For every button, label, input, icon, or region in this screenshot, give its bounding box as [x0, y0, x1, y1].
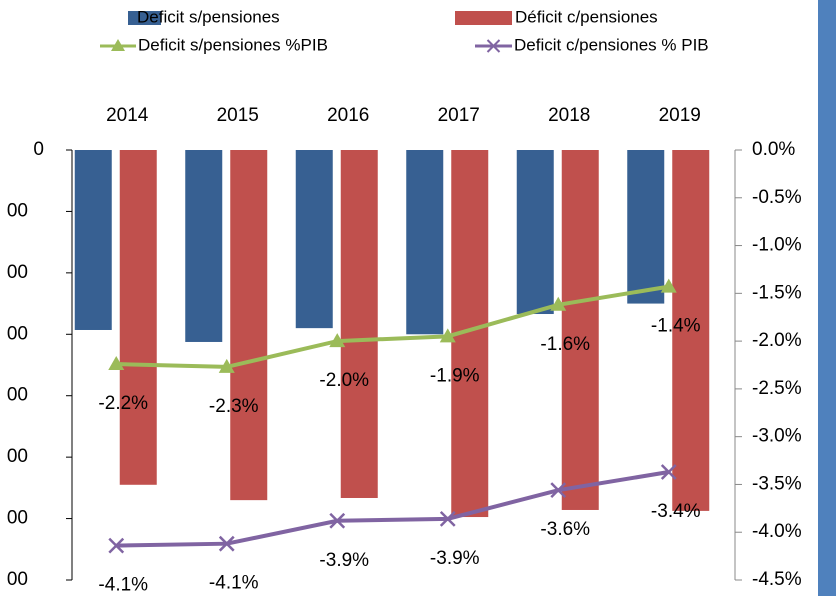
y-tick-label: 00	[7, 569, 28, 590]
bar	[119, 150, 157, 485]
y-tick-label: 00	[7, 262, 28, 283]
bar	[516, 150, 554, 315]
y2-tick-label: -4.0%	[752, 521, 802, 542]
marker	[108, 356, 125, 371]
data-label: -3.6%	[540, 519, 590, 540]
x-tick-label: 2016	[327, 105, 369, 126]
x-tick-label: 2018	[548, 105, 590, 126]
x-tick-label: 2014	[106, 105, 149, 126]
legend-label: Deficit s/pensiones %PIB	[138, 35, 328, 54]
bar	[295, 150, 333, 329]
marker	[329, 512, 346, 529]
y-tick-label: 00	[7, 508, 28, 529]
bar	[672, 150, 710, 511]
y2-tick-label: -2.5%	[752, 378, 802, 399]
data-label: -2.3%	[209, 396, 259, 417]
x-tick-label: 2017	[438, 105, 480, 126]
y2-tick-label: 0.0%	[752, 139, 795, 160]
y2-tick-label: -1.0%	[752, 235, 802, 256]
legend-swatch	[128, 11, 161, 25]
marker	[660, 464, 677, 480]
line	[116, 470, 670, 548]
marker	[550, 296, 567, 311]
marker	[660, 278, 677, 293]
side-strip	[818, 0, 836, 596]
bar	[627, 150, 665, 304]
data-label: -4.1%	[98, 575, 148, 596]
x-tick-label: 2015	[217, 105, 259, 126]
y2-tick-label: -0.5%	[752, 187, 802, 208]
data-label: -4.1%	[209, 573, 259, 594]
y2-tick-label: -4.5%	[752, 569, 802, 590]
x-tick-label: 2019	[659, 105, 701, 126]
bar	[406, 150, 444, 335]
y-tick-label: 00	[7, 200, 28, 221]
y2-tick-label: -3.5%	[752, 473, 802, 494]
data-label: -3.4%	[651, 501, 701, 522]
bar	[74, 150, 112, 330]
data-label: -1.4%	[651, 316, 701, 337]
marker	[108, 537, 125, 554]
data-label: -2.0%	[319, 370, 369, 391]
marker	[329, 333, 346, 348]
y2-tick-label: -3.0%	[752, 426, 802, 447]
marker	[218, 358, 235, 373]
line	[116, 284, 670, 369]
marker	[550, 482, 567, 499]
y2-tick-label: -1.5%	[752, 282, 802, 303]
legend-marker	[111, 39, 125, 51]
bar	[340, 150, 378, 498]
y-tick-label: 00	[7, 323, 28, 344]
y-tick-label: 0	[33, 139, 44, 160]
bar	[230, 150, 268, 501]
y-tick-label: 00	[7, 446, 28, 467]
bar	[561, 150, 599, 510]
data-label: -1.6%	[540, 334, 590, 355]
data-label: -3.9%	[319, 550, 369, 571]
legend-label: Déficit c/pensiones	[515, 7, 658, 26]
bar	[185, 150, 223, 342]
legend-marker	[486, 39, 501, 53]
y2-tick-label: -2.0%	[752, 330, 802, 351]
marker	[439, 328, 456, 343]
marker	[439, 510, 456, 527]
marker	[218, 535, 235, 552]
legend-swatch	[455, 11, 512, 25]
y-tick-label: 00	[7, 385, 28, 406]
data-label: -2.2%	[98, 393, 148, 414]
data-label: -1.9%	[430, 365, 480, 386]
legend-label: Deficit s/pensiones	[137, 7, 280, 26]
data-label: -3.9%	[430, 548, 480, 569]
legend-label: Deficit c/pensiones % PIB	[514, 35, 709, 54]
